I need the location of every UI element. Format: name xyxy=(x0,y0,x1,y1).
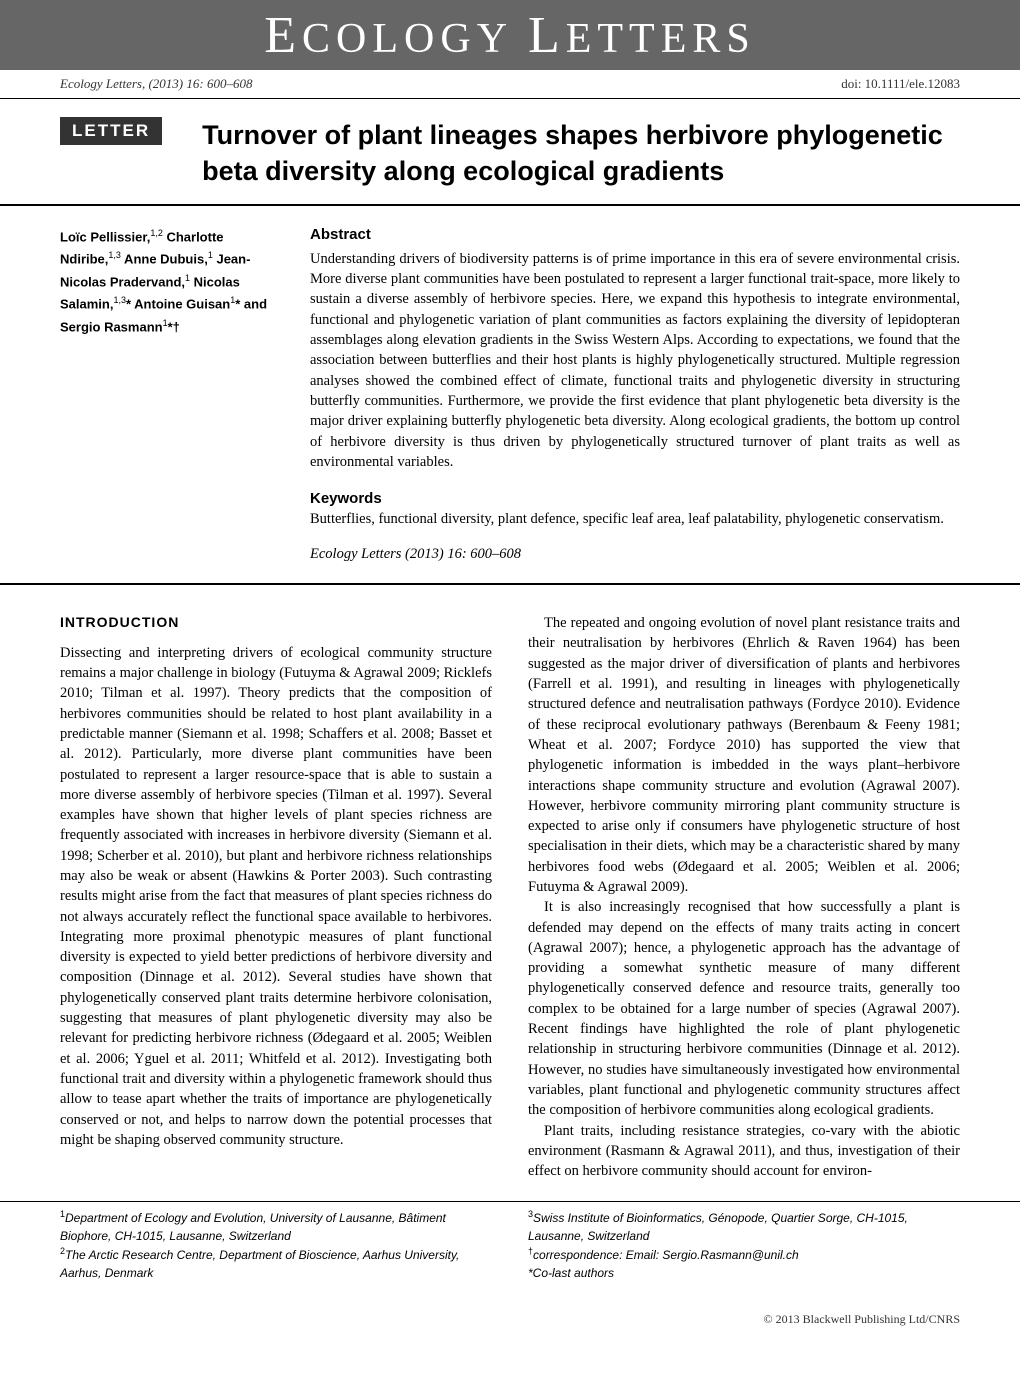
citation-row: Ecology Letters, (2013) 16: 600–608 doi:… xyxy=(0,70,1020,99)
keywords-heading: Keywords xyxy=(310,490,960,507)
affiliations-block: 1Department of Ecology and Evolution, Un… xyxy=(0,1201,1020,1302)
introduction-heading: INTRODUCTION xyxy=(60,613,492,633)
abstract-heading: Abstract xyxy=(310,226,960,243)
correspondence: †correspondence: Email: Sergio.Rasmann@u… xyxy=(528,1245,960,1264)
keywords-text: Butterflies, functional diversity, plant… xyxy=(310,511,960,528)
body-paragraph: Plant traits, including resistance strat… xyxy=(528,1121,960,1182)
inline-citation: Ecology Letters (2013) 16: 600–608 xyxy=(310,546,960,563)
article-type-badge: LETTER xyxy=(60,117,162,145)
body-paragraph: It is also increasingly recognised that … xyxy=(528,897,960,1120)
abstract-section: Loïc Pellissier,1,2 Charlotte Ndiribe,1,… xyxy=(0,206,1020,585)
copyright: © 2013 Blackwell Publishing Ltd/CNRS xyxy=(0,1302,1020,1347)
body-paragraph: Dissecting and interpreting drivers of e… xyxy=(60,643,492,1150)
authors-block: Loïc Pellissier,1,2 Charlotte Ndiribe,1,… xyxy=(60,226,280,563)
page: ECOLOGY LETTERS Ecology Letters, (2013) … xyxy=(0,0,1020,1347)
affiliation: 3Swiss Institute of Bioinformatics, Géno… xyxy=(528,1208,960,1245)
abstract-text: Understanding drivers of biodiversity pa… xyxy=(310,249,960,472)
doi: doi: 10.1111/ele.12083 xyxy=(841,76,960,92)
affiliation: 2The Arctic Research Centre, Department … xyxy=(60,1245,492,1282)
co-last-note: *Co-last authors xyxy=(528,1264,960,1282)
abstract-column: Abstract Understanding drivers of biodiv… xyxy=(310,226,960,563)
body-two-column: INTRODUCTION Dissecting and interpreting… xyxy=(0,585,1020,1201)
journal-citation: Ecology Letters, (2013) 16: 600–608 xyxy=(60,76,252,92)
body-paragraph: The repeated and ongoing evolution of no… xyxy=(528,613,960,897)
article-title: Turnover of plant lineages shapes herbiv… xyxy=(202,117,960,190)
journal-name: ECOLOGY LETTERS xyxy=(264,6,755,65)
title-section: LETTER Turnover of plant lineages shapes… xyxy=(0,99,1020,206)
journal-banner: ECOLOGY LETTERS xyxy=(0,0,1020,70)
affiliation: 1Department of Ecology and Evolution, Un… xyxy=(60,1208,492,1245)
